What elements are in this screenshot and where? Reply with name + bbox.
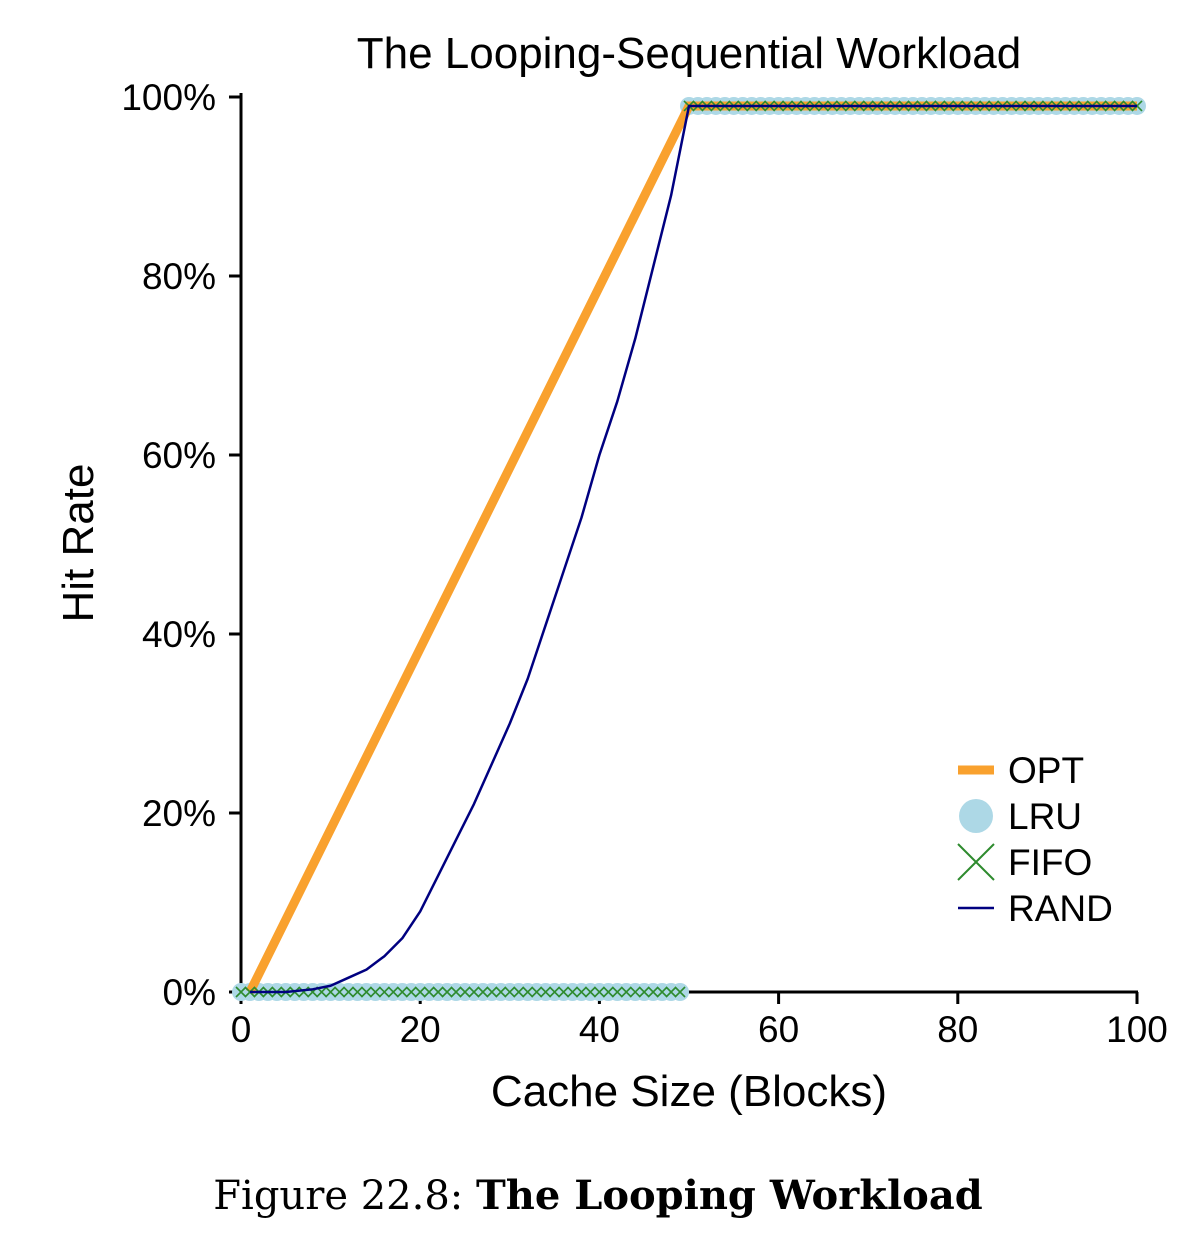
fifo-point: [629, 986, 641, 998]
fifo-point: [638, 986, 650, 998]
legend-label: FIFO: [1008, 842, 1092, 883]
x-tick-label: 40: [579, 1009, 620, 1050]
fifo-point: [342, 986, 355, 998]
chart: The Looping-Sequential Workload 0 20 40 60 8…: [54, 29, 1168, 1116]
x-axis-label: Cache Size (Blocks): [491, 1067, 887, 1116]
fifo-point: [522, 986, 534, 998]
legend-label: RAND: [1008, 888, 1113, 929]
legend-item-opt: OPT: [958, 750, 1084, 791]
y-tick-label: 80%: [142, 256, 216, 297]
fifo-point: [566, 986, 579, 998]
plot-area: 0 20 40 60 80 100 0% 20% 40% 60% 80% 100%: [121, 77, 1168, 1050]
caption-title: The Looping Workload: [475, 1172, 983, 1219]
figure-caption: Figure 22.8: The Looping Workload: [0, 1172, 1196, 1219]
fifo-point: [674, 986, 686, 998]
y-tick-label: 100%: [121, 77, 216, 118]
legend-lru-swatch: [959, 799, 993, 833]
fifo-point: [450, 986, 462, 998]
fifo-point: [656, 986, 668, 998]
fifo-point: [504, 986, 516, 998]
y-tick-label: 60%: [142, 435, 216, 476]
x-tick-label: 100: [1106, 1009, 1168, 1050]
fifo-point: [235, 986, 247, 998]
fifo-point: [531, 986, 543, 998]
legend-item-fifo: FIFO: [957, 842, 1092, 883]
fifo-point: [602, 986, 614, 998]
fifo-point: [369, 986, 381, 998]
fifo-point: [513, 986, 525, 998]
legend-label: OPT: [1008, 750, 1084, 791]
rand-line: [249, 104, 1137, 994]
legend-item-rand: RAND: [958, 888, 1113, 929]
opt-line: [245, 101, 1137, 994]
fifo-point: [396, 986, 408, 998]
fifo-point: [414, 986, 426, 998]
fifo-point: [387, 986, 399, 998]
fifo-point: [351, 986, 364, 998]
fifo-point: [557, 986, 570, 998]
legend-label: LRU: [1008, 796, 1082, 837]
chart-title: The Looping-Sequential Workload: [357, 29, 1022, 78]
fifo-point: [593, 986, 605, 998]
fifo-point: [575, 986, 588, 998]
fifo-point: [540, 986, 552, 998]
caption-label: Figure 22.8:: [213, 1173, 464, 1219]
x-tick-label: 60: [758, 1009, 799, 1050]
fifo-point: [495, 986, 507, 998]
legend-fifo-swatch: [957, 843, 995, 881]
fifo-point: [325, 986, 337, 998]
fifo-point: [477, 986, 489, 998]
fifo-point: [405, 986, 417, 998]
x-tick-label: 20: [400, 1009, 441, 1050]
y-axis-label: Hit Rate: [54, 464, 103, 623]
fifo-point: [378, 986, 390, 998]
y-tick-label: 40%: [142, 614, 216, 655]
x-tick-label: 80: [937, 1009, 978, 1050]
x-tick-label: 0: [231, 1009, 252, 1050]
fifo-point: [468, 986, 480, 998]
fifo-point: [549, 986, 561, 998]
y-tick-label: 0%: [163, 972, 216, 1013]
legend-item-lru: LRU: [959, 796, 1082, 837]
fifo-point: [360, 986, 373, 998]
fifo-point: [423, 986, 435, 998]
fifo-point: [647, 986, 659, 998]
fifo-point: [620, 986, 632, 998]
fifo-point: [611, 986, 623, 998]
fifo-point: [432, 986, 444, 998]
fifo-point: [486, 986, 498, 998]
fifo-point: [584, 986, 597, 998]
y-tick-label: 20%: [142, 793, 216, 834]
fifo-point: [441, 986, 453, 998]
fifo-point: [333, 986, 346, 998]
legend: OPT LRU FIFO RAND: [957, 750, 1113, 929]
fifo-point: [665, 986, 677, 998]
fifo-point: [459, 986, 471, 998]
